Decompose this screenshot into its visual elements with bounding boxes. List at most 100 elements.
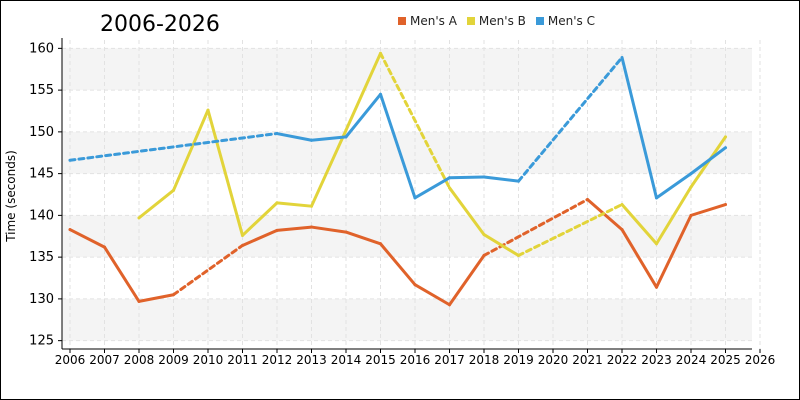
series-1-segment [379,51,451,190]
series-0-segment [448,253,486,307]
series-0-segment [137,293,175,303]
series-2-point [620,56,624,59]
x-tick-label: 2006 [55,353,86,367]
series-2-segment [655,172,693,200]
grid-band [62,298,752,341]
x-tick-label: 2025 [710,353,741,367]
series-0-segment [68,228,106,249]
x-tick-label: 2009 [158,353,189,367]
series-2-point [68,158,72,162]
series-1-point [241,234,244,237]
series-1-point [689,185,693,189]
series-0-point [655,285,658,289]
x-tick-label: 2011 [227,353,258,367]
series-1-point [517,254,520,257]
series-0-point [344,230,348,234]
grid-band [62,48,752,91]
series-1-point [482,233,486,236]
legend-item-mens-a: Men's A [398,14,457,28]
x-tick-label: 2008 [124,353,155,367]
series-0-segment [689,203,727,217]
series-0-segment [655,213,693,289]
series-2-segment [68,132,279,162]
series-1-point [172,188,175,192]
series-1-point [448,186,451,190]
legend-swatch-mens-c [535,17,544,25]
series-2-point [689,172,693,176]
x-tick-label: 2023 [641,353,672,367]
series-0-point [137,299,141,303]
series-0-point [586,198,589,201]
series-2-segment [413,176,451,200]
series-0-segment [275,225,313,232]
series-1-point [655,242,658,246]
series-0-segment [379,242,417,287]
legend: Men's A Men's B Men's C [398,14,595,28]
x-tick-label: 2021 [572,353,603,367]
x-tick-label: 2024 [676,353,707,367]
series-2-point [413,196,417,200]
y-tick-label: 140 [29,208,54,223]
series-1-segment [655,185,693,246]
series-0-segment [620,228,658,289]
series-1-segment [620,203,658,246]
series-0-point [275,229,279,232]
series-0-point [103,245,106,249]
series-1-segment [344,51,382,132]
series-2-segment [275,132,313,142]
series-2-point [310,138,313,142]
y-tick-label: 160 [29,41,54,56]
y-tick-label: 155 [29,83,54,98]
series-0-point [482,254,486,257]
x-tick-label: 2020 [538,353,569,367]
x-tick-label: 2010 [193,353,224,367]
y-tick-label: 125 [29,334,54,349]
series-0-point [724,203,727,206]
series-1-segment [172,108,210,192]
legend-swatch-mens-a [398,17,406,25]
series-0-segment [103,245,141,303]
series-2-point [448,176,451,180]
legend-item-mens-b: Men's B [466,14,526,28]
series-2-segment [620,56,658,200]
x-tick-label: 2014 [331,353,362,367]
series-1-point [206,108,210,112]
series-1-segment [482,233,520,257]
series-1-point [275,201,279,205]
x-tick-label: 2016 [400,353,431,367]
series-0-point [620,228,624,231]
x-tick-label: 2017 [434,353,465,367]
series-2-point [517,179,520,183]
series-0-point [448,303,451,307]
series-0-segment [413,283,451,307]
series-1-segment [517,203,624,257]
series-1-segment [275,201,313,208]
chart-title: 2006-2026 [100,12,220,37]
x-tick-label: 2022 [607,353,638,367]
legend-label-mens-c: Men's C [547,14,595,28]
series-1-point [724,135,727,139]
x-tick-label: 2015 [365,353,396,367]
series-0-segment [344,230,382,246]
series-0-point [413,283,417,287]
x-tick-label: 2019 [503,353,534,367]
y-tick-label: 135 [29,250,54,265]
series-1-point [379,51,382,55]
series-1-segment [206,108,244,237]
x-tick-label: 2026 [745,353,776,367]
y-tick-label: 145 [29,167,54,182]
series-0-point [241,244,244,247]
series-2-point [379,92,382,96]
legend-label-mens-a: Men's A [410,14,457,28]
y-tick-label: 150 [29,125,54,140]
series-0-point [172,293,175,297]
series-2-segment [689,146,727,176]
series-2-segment [310,135,348,142]
series-1-segment [137,188,175,220]
series-2-segment [482,175,520,183]
series-2-point [724,146,727,150]
series-1-segment [310,128,348,208]
series-2-segment [379,92,417,200]
series-2-point [275,132,279,135]
series-0-segment [172,243,244,297]
